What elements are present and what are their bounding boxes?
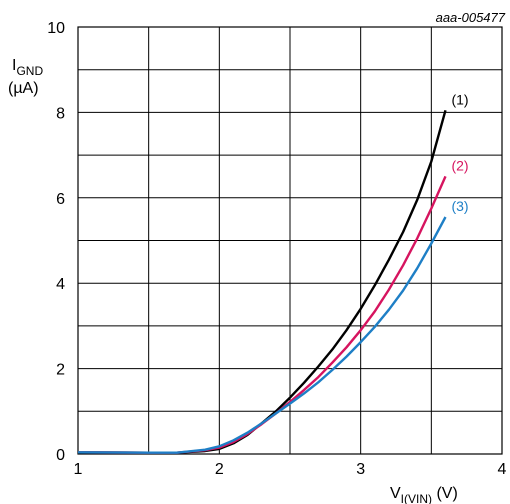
- series-labels: (1) (2) (3): [451, 91, 468, 214]
- y-axis-label-sub: GND: [16, 64, 43, 78]
- y-tick-label: 6: [56, 191, 65, 208]
- plot-frame: [77, 26, 503, 455]
- x-axis-label-unit: (V): [432, 485, 458, 502]
- y-tick-label: 10: [47, 20, 65, 37]
- x-tick-label: 1: [74, 461, 83, 478]
- plot-border: [77, 26, 503, 455]
- x-axis-label-sub: I(VIN): [401, 492, 432, 504]
- x-axis-label-main: V: [390, 485, 401, 502]
- x-tick-label: 2: [215, 461, 224, 478]
- y-axis-label: IGND: [12, 57, 43, 78]
- y-tick-label: 0: [56, 447, 65, 464]
- grid: [78, 27, 502, 454]
- tick-labels: 1 2 3 4 0 2 4 6 8 10: [47, 20, 506, 478]
- x-tick-label: 3: [356, 461, 365, 478]
- series-line-3: [77, 216, 447, 454]
- series-line-1: [77, 109, 447, 454]
- x-axis-label: VI(VIN) (V): [390, 485, 458, 504]
- y-axis-label-main: I: [12, 57, 16, 74]
- series-label-1: (1): [451, 91, 468, 107]
- y-tick-label: 2: [56, 362, 65, 379]
- y-axis-unit: (µA): [8, 80, 39, 97]
- series-label-3: (3): [451, 198, 468, 214]
- y-tick-label: 8: [56, 105, 65, 122]
- y-tick-label: 4: [56, 276, 65, 293]
- series-layer: [77, 109, 447, 454]
- x-tick-label: 4: [498, 461, 507, 478]
- figure-code: aaa-005477: [436, 10, 506, 25]
- series-label-2: (2): [451, 157, 468, 173]
